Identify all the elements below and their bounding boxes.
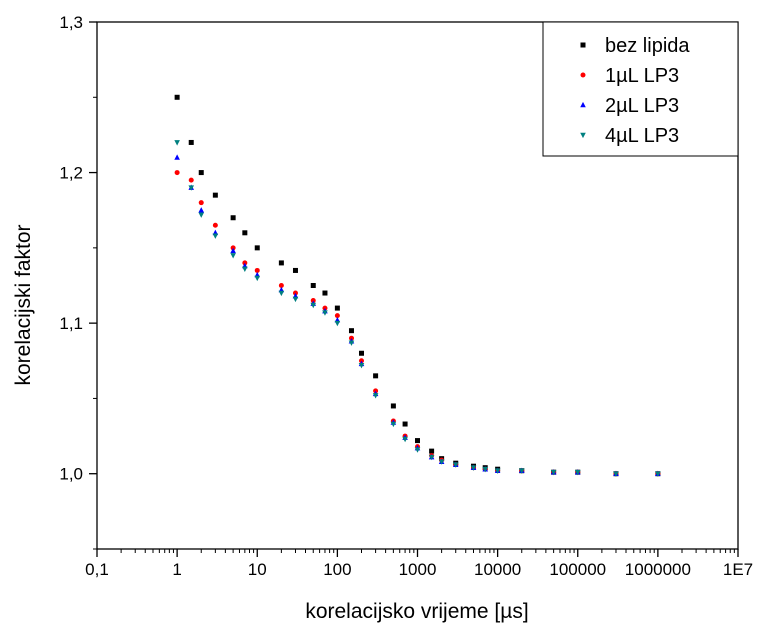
y-tick-label: 1,0 bbox=[59, 465, 83, 484]
x-tick-label: 100000 bbox=[549, 560, 606, 579]
data-point bbox=[242, 266, 248, 273]
data-point bbox=[212, 233, 219, 239]
data-point bbox=[334, 320, 341, 327]
data-point bbox=[174, 94, 180, 100]
y-tick-label: 1,1 bbox=[59, 314, 83, 333]
legend-marker bbox=[580, 72, 586, 78]
data-point bbox=[322, 290, 328, 296]
legend-marker bbox=[580, 42, 586, 48]
data-point bbox=[198, 170, 204, 176]
legend-label: 2µL LP3 bbox=[605, 95, 679, 117]
data-point bbox=[574, 469, 581, 476]
data-point bbox=[278, 260, 284, 266]
y-axis-title: korelacijski faktor bbox=[12, 224, 35, 385]
data-point bbox=[452, 462, 459, 468]
data-points bbox=[174, 94, 661, 477]
y-tick-label: 1,3 bbox=[59, 13, 83, 32]
data-point bbox=[310, 283, 316, 288]
data-point bbox=[402, 436, 408, 443]
series-1 bbox=[174, 170, 661, 477]
data-point bbox=[254, 245, 260, 251]
data-point bbox=[212, 192, 218, 198]
data-point bbox=[230, 215, 236, 221]
data-point bbox=[254, 267, 260, 273]
data-point bbox=[470, 465, 477, 471]
x-tick-label: 0,1 bbox=[85, 560, 109, 579]
series-2 bbox=[174, 154, 661, 476]
data-point bbox=[188, 185, 195, 191]
data-point bbox=[292, 267, 298, 273]
data-point bbox=[254, 275, 261, 282]
data-point bbox=[348, 340, 355, 346]
data-point bbox=[358, 350, 364, 356]
legend-label: 1µL LP3 bbox=[605, 65, 679, 87]
data-point bbox=[613, 471, 619, 477]
legend-label: 4µL LP3 bbox=[605, 125, 679, 147]
legend-box bbox=[542, 21, 739, 157]
data-point bbox=[198, 207, 205, 213]
data-point bbox=[322, 310, 328, 316]
legend-marker bbox=[580, 101, 586, 108]
data-point bbox=[348, 328, 354, 334]
data-point bbox=[174, 170, 180, 176]
data-point bbox=[482, 466, 488, 473]
data-point bbox=[188, 177, 194, 183]
data-point bbox=[372, 393, 379, 399]
data-point bbox=[334, 305, 340, 311]
x-tick-label: 1000000 bbox=[625, 560, 691, 579]
data-point bbox=[429, 448, 435, 454]
data-point bbox=[198, 212, 205, 218]
data-point bbox=[188, 139, 194, 145]
x-tick-label: 10 bbox=[248, 560, 267, 579]
data-point bbox=[518, 468, 525, 474]
data-point bbox=[550, 469, 557, 476]
series-3 bbox=[174, 140, 661, 477]
data-point bbox=[655, 471, 661, 477]
data-point bbox=[390, 421, 397, 428]
data-point bbox=[438, 459, 445, 465]
data-point bbox=[278, 283, 284, 288]
data-point bbox=[174, 154, 180, 160]
data-point bbox=[230, 247, 236, 254]
data-point bbox=[230, 253, 236, 259]
x-tick-label: 1000 bbox=[399, 560, 437, 579]
legend: bez lipida 1µL LP3 2µL LP3 4µL LP3 bbox=[542, 21, 739, 157]
data-point bbox=[242, 230, 248, 236]
y-tick-label: 1,2 bbox=[59, 164, 83, 183]
data-point bbox=[428, 454, 435, 461]
data-point bbox=[310, 302, 317, 309]
data-point bbox=[174, 140, 180, 146]
y-axis: 1,0 1,1 1,2 1,3 bbox=[59, 13, 97, 550]
legend-label: bez lipida bbox=[605, 35, 690, 57]
data-point bbox=[414, 447, 421, 453]
data-point bbox=[373, 373, 379, 379]
data-point bbox=[390, 403, 396, 409]
data-point bbox=[334, 313, 340, 319]
legend-marker bbox=[580, 132, 586, 139]
data-point bbox=[198, 200, 204, 206]
x-axis: 0,1 1 10 100 1000 10000 100000 1000000 1E7 bbox=[85, 549, 753, 579]
data-point bbox=[212, 222, 218, 228]
x-tick-label: 1E7 bbox=[723, 560, 753, 579]
data-point bbox=[402, 421, 408, 427]
x-axis-title: korelacijsko vrijeme [µs] bbox=[305, 600, 528, 623]
data-point bbox=[278, 290, 285, 297]
data-point bbox=[358, 363, 365, 369]
data-point bbox=[494, 468, 501, 474]
x-tick-label: 10000 bbox=[474, 560, 521, 579]
x-tick-label: 1 bbox=[172, 560, 181, 579]
data-point bbox=[415, 438, 420, 444]
data-point bbox=[292, 296, 299, 303]
x-tick-label: 100 bbox=[323, 560, 351, 579]
